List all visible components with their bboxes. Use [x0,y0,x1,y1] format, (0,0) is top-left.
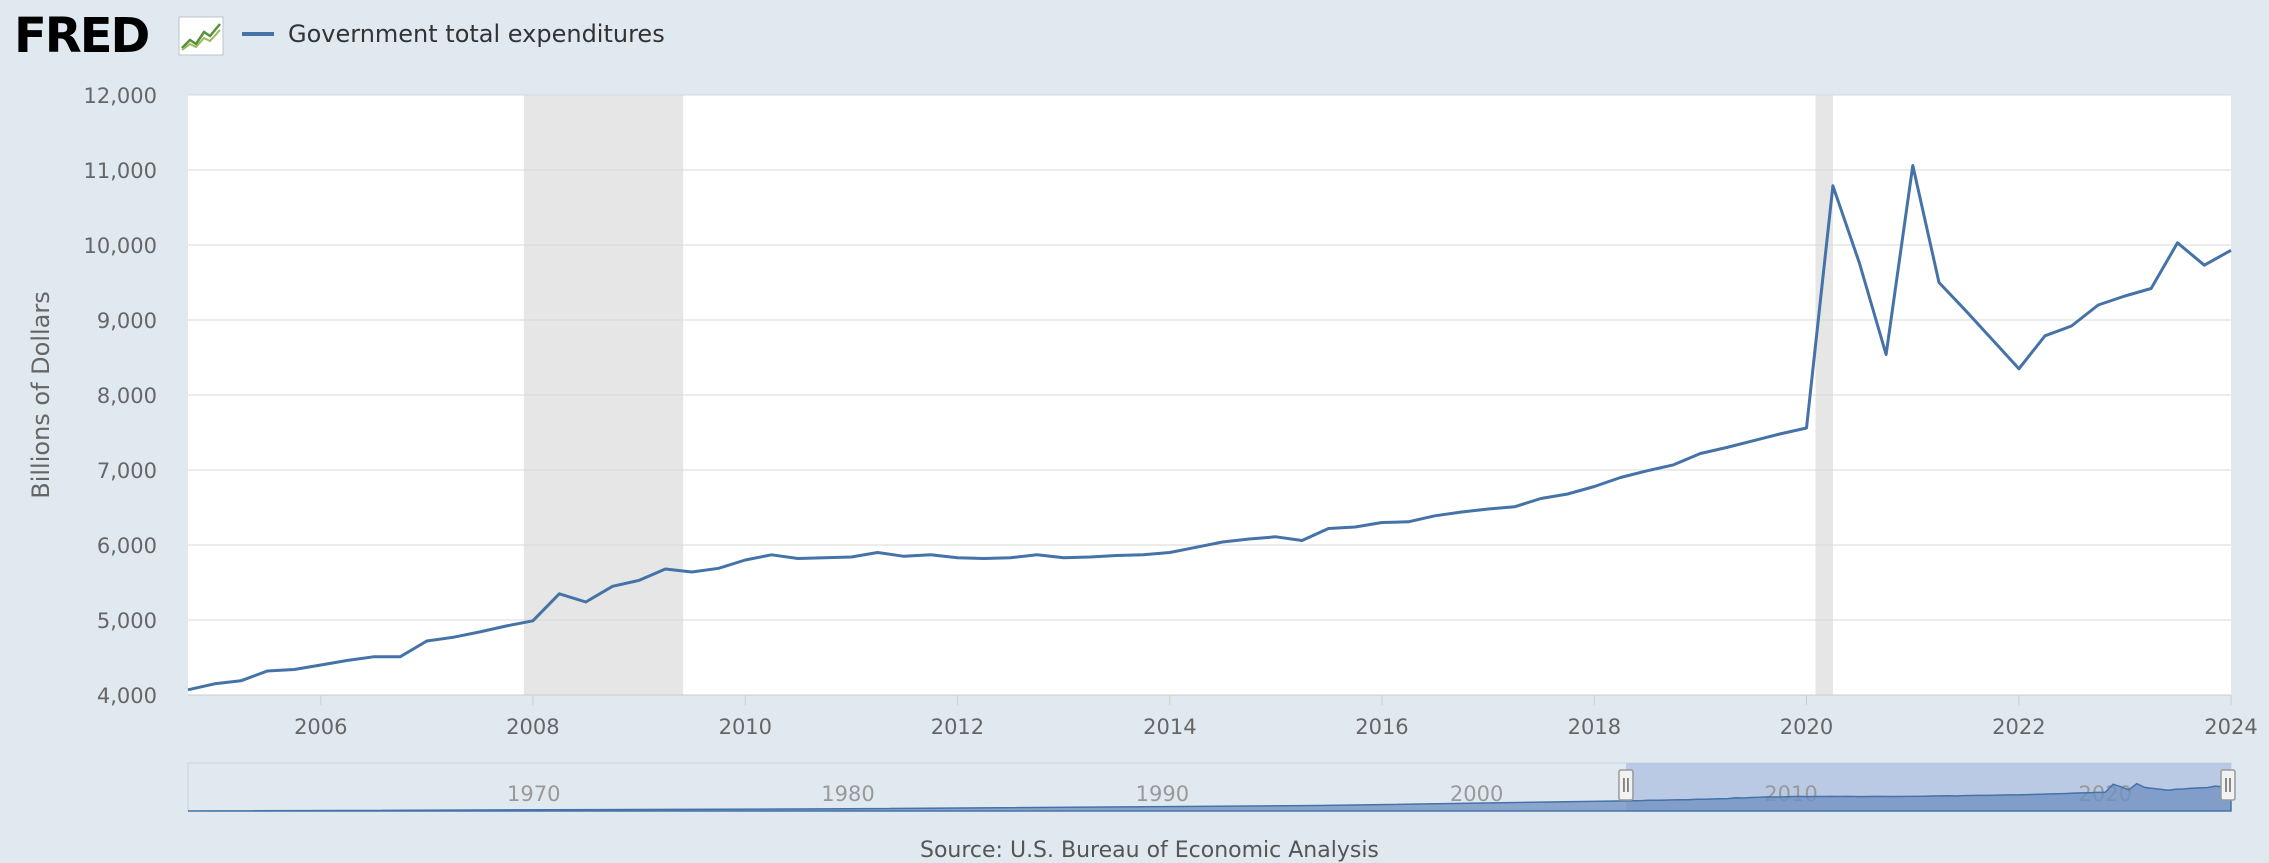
navigator-handle-right[interactable] [2220,769,2236,801]
x-tick-label: 2022 [1992,715,2045,739]
y-tick-label: 12,000 [84,84,157,108]
legend[interactable]: Government total expenditures [242,20,665,48]
x-tick-label: 2014 [1143,715,1196,739]
navigator-handle-left[interactable] [1618,769,1634,801]
range-navigator[interactable]: 197019801990200020102020 [187,762,2236,812]
x-tick-label: 2018 [1568,715,1621,739]
y-axis-label: Billions of Dollars [27,291,55,499]
x-tick-label: 2010 [719,715,772,739]
y-tick-label: 8,000 [97,384,157,408]
y-tick-label: 6,000 [97,534,157,558]
source-note: Source: U.S. Bureau of Economic Analysis [920,838,1379,863]
series-line-government-total-expenditures [187,164,2232,692]
x-tick-label: 2024 [2204,715,2257,739]
y-axis-ticks: 4,000 5,000 6,000 7,000 8,000 9,000 10,000 11,0… [84,84,157,708]
y-tick-label: 7,000 [97,459,157,483]
x-tick-label: 2020 [1780,715,1833,739]
chart-header: FRED Government total expenditures [0,0,2269,80]
y-tick-label: 9,000 [97,309,157,333]
navigator-tick-label: 1970 [507,782,560,806]
fred-logo[interactable]: FRED [14,8,150,64]
series-layer [187,164,2232,692]
y-tick-label: 4,000 [97,684,157,708]
x-tick-label: 2012 [931,715,984,739]
x-axis-ticks: 2006 2008 2010 2012 2014 2016 2018 2020 2022 2024 [188,694,2258,739]
navigator-area [187,782,2232,812]
legend-swatch [242,32,274,36]
y-tick-label: 5,000 [97,609,157,633]
navigator-tick-label: 1980 [821,782,874,806]
navigator-tick-label: 2000 [1450,782,1503,806]
legend-label: Government total expenditures [288,20,665,48]
x-tick-label: 2008 [506,715,559,739]
x-tick-label: 2006 [294,715,347,739]
x-tick-label: 2016 [1355,715,1408,739]
chart-line-icon [178,16,224,56]
navigator-tick-label: 1990 [1136,782,1189,806]
y-tick-label: 10,000 [84,234,157,258]
y-tick-label: 11,000 [84,159,157,183]
